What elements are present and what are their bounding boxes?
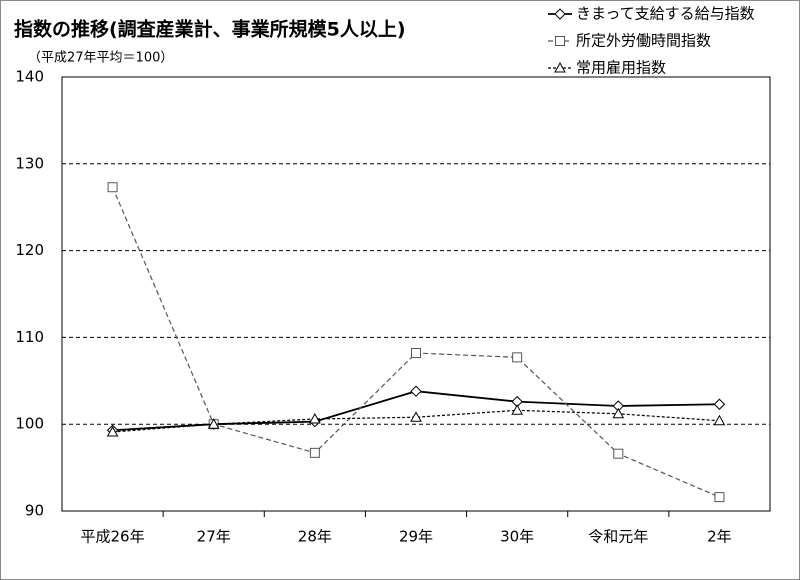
chart-title: 指数の推移(調査産業計、事業所規模5人以上) [14,18,406,41]
chart-subtitle: （平成27年平均＝100） [28,51,173,66]
marker [714,492,725,503]
y-tick-label: 130 [15,154,44,172]
marker [555,36,565,46]
plot-area [61,76,771,512]
x-tick-label: 29年 [399,528,433,546]
marker [713,414,726,426]
marker [309,412,321,424]
marker [410,411,422,422]
marker [612,407,625,419]
marker [207,418,220,429]
legend-label: 常用雇用指数 [576,59,666,77]
marker [107,182,118,193]
marker [554,8,566,20]
marker [410,385,422,397]
y-tick-label: 100 [15,415,44,433]
marker [511,404,523,415]
x-tick-label: 30年 [500,528,534,546]
x-tick-label: 28年 [298,528,332,546]
x-tick-label: 令和元年 [588,528,648,546]
marker [713,398,726,410]
marker [512,352,523,363]
marker [106,425,119,437]
marker [411,348,421,359]
y-tick-label: 140 [15,68,44,86]
marker [309,447,320,458]
x-tick-label: 27年 [197,528,231,546]
x-tick-label: 平成26年 [81,528,145,546]
x-tick-label: 2年 [707,528,732,546]
y-tick-label: 90 [25,502,44,520]
y-tick-label: 120 [15,241,44,259]
marker [613,448,624,459]
legend-label: きまって支給する給与指数 [576,5,755,23]
y-tick-label: 110 [15,328,44,346]
marker [554,61,566,73]
legend-label: 所定外労働時間指数 [576,32,711,50]
